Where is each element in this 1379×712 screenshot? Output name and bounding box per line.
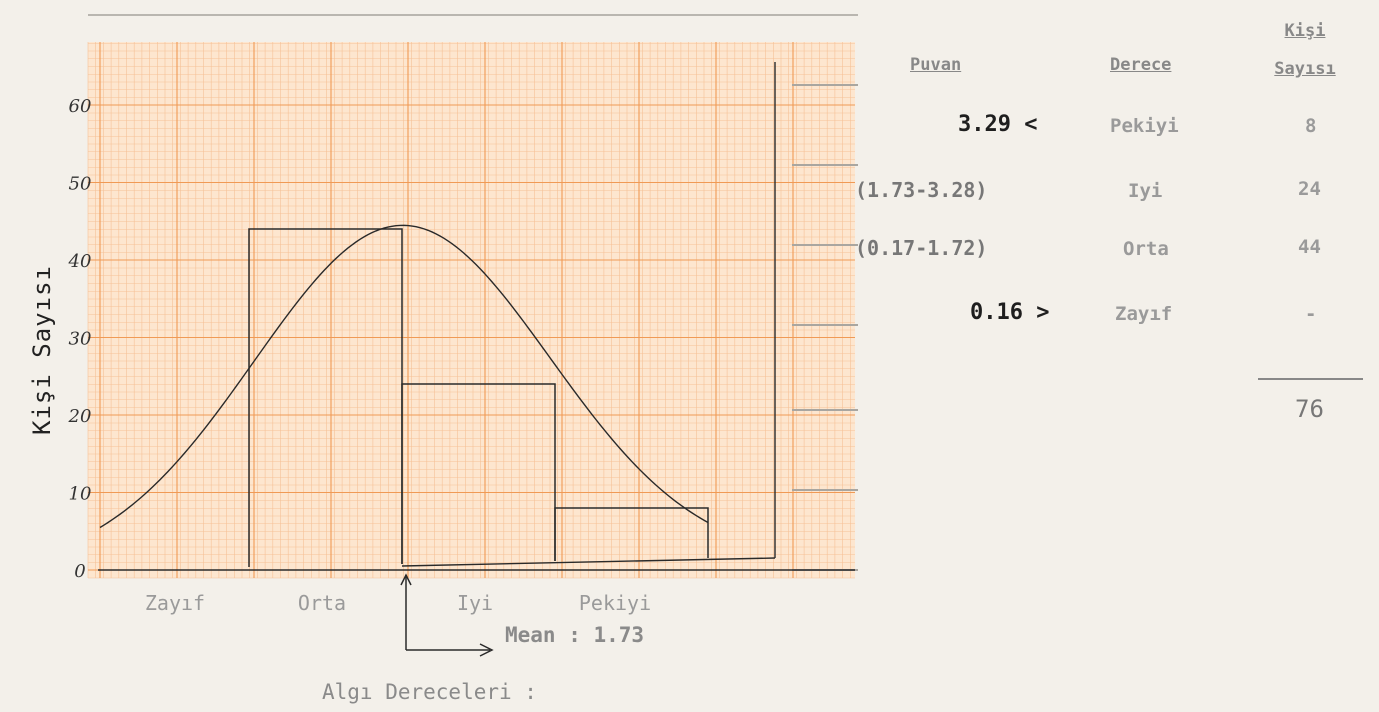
row-4-puvan: 0.16 > [970,300,1050,325]
mean-arrow-head [479,643,494,657]
header-puvan: Puvan [910,55,962,75]
category-label: Iyi [457,591,493,615]
mean-arrow-tip [400,573,412,586]
category-label: Orta [298,591,346,615]
y-tick-label: 30 [69,329,92,350]
graph-paper-grid [87,42,858,579]
row-3-kisi: 44 [1298,236,1321,258]
row-2-puvan: (1.73-3.28) [855,178,988,202]
y-axis-label: Kişi Sayısı [28,265,56,435]
top-rule [88,14,858,16]
histogram-bar [401,383,556,564]
category-label: Zayıf [145,591,205,615]
row-1-derece: Pekiyi [1110,115,1179,137]
header-derece: Derece [1110,55,1172,75]
header-kisi-sayisi-text: Kişi Sayısı [1274,21,1336,79]
row-3-puvan: (0.17-1.72) [855,236,988,260]
y-tick-label: 20 [68,406,92,427]
y-tick-label: 10 [69,484,92,505]
y-tick-label: 0 [74,561,85,582]
header-kisi-sayisi: Kişi Sayısı [1260,12,1350,88]
row-4-derece: Zayıf [1115,303,1173,325]
mean-label: Mean : 1.73 [505,623,645,647]
graph-paper [88,42,855,578]
row-1-kisi: 8 [1305,115,1317,137]
category-label: Pekiyi [579,591,651,615]
row-3-derece: Orta [1123,238,1169,260]
y-tick-label: 60 [69,96,92,117]
x-axis-label: Algı Dereceleri : [322,680,537,704]
y-tick-label: 40 [68,251,92,272]
chart-text: 0 10 20 30 40 50 60 Zayıf Orta Iyi Pekiyi [68,96,652,615]
row-2-derece: Iyi [1128,180,1163,202]
normal-curve [99,224,709,529]
histogram-bar [554,507,709,561]
row-1-puvan: 3.29 < [958,112,1038,137]
total-rule [1258,378,1363,380]
row-2-kisi: 24 [1298,178,1321,200]
bar-baseline [401,557,776,567]
row-4-kisi: - [1305,303,1317,325]
chart-marks [98,62,855,657]
y-tick-label: 50 [69,174,92,195]
total-value: 76 [1295,395,1324,423]
